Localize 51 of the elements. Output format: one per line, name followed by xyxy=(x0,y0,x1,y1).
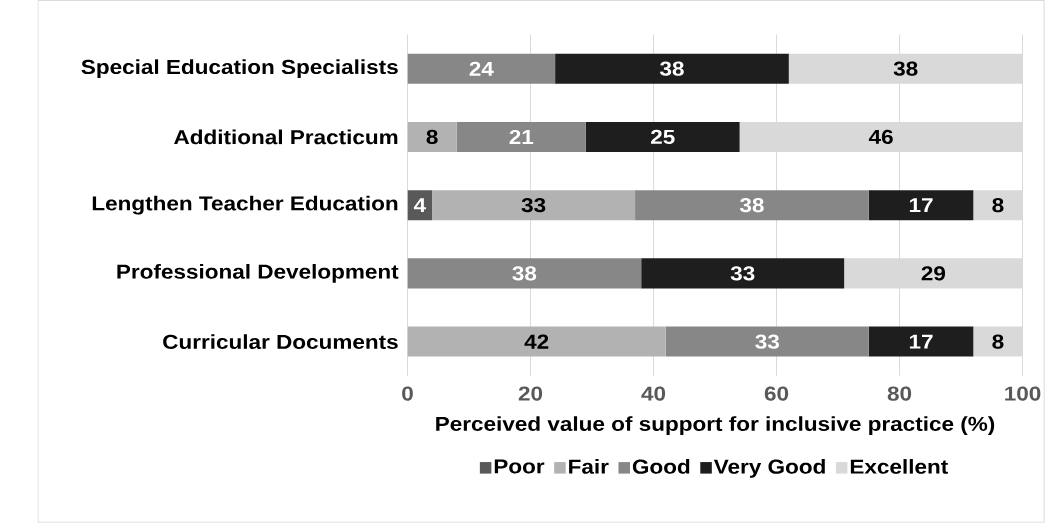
x-tick-label: 40 xyxy=(641,386,666,401)
data-label: 38 xyxy=(659,61,684,76)
y-tick-label: Additional Practicum xyxy=(174,129,398,145)
data-label: 17 xyxy=(909,334,933,349)
bar xyxy=(973,326,1023,357)
bar xyxy=(432,190,636,221)
data-label: 42 xyxy=(524,334,549,349)
data-label: 33 xyxy=(521,198,546,213)
bar xyxy=(407,326,666,357)
bar xyxy=(407,53,556,84)
data-label: 25 xyxy=(651,129,675,145)
bar xyxy=(973,190,1023,221)
x-tick-label: 60 xyxy=(764,386,789,401)
legend-label: Good xyxy=(632,459,690,474)
y-tick-label: Special Education Specialists xyxy=(81,59,398,79)
data-label: 33 xyxy=(755,334,779,349)
data-label: 38 xyxy=(893,61,918,76)
data-label: 24 xyxy=(469,61,494,76)
bar xyxy=(635,190,869,221)
x-tick-label: 100 xyxy=(1005,386,1041,401)
x-tick-label: 0 xyxy=(402,386,413,401)
bar xyxy=(665,326,869,357)
legend-label: Fair xyxy=(569,459,609,474)
data-label: 8 xyxy=(426,129,438,145)
x-axis-title: Perceived value of support for inclusive practice (%) xyxy=(436,416,995,436)
bar xyxy=(868,190,974,221)
bar xyxy=(555,53,789,84)
data-label: 46 xyxy=(868,129,893,145)
y-tick-label: Lengthen Teacher Education xyxy=(92,195,398,215)
data-label: 38 xyxy=(512,266,537,281)
bar xyxy=(456,122,586,153)
bar xyxy=(868,326,974,357)
legend-label: Poor xyxy=(494,459,545,474)
legend-label: Excellent xyxy=(850,459,948,474)
data-label: 38 xyxy=(739,198,764,213)
y-tick-label: Curricular Documents xyxy=(163,334,398,350)
legend-label: Very Good xyxy=(713,459,825,478)
x-tick-label: 80 xyxy=(887,386,912,401)
bar xyxy=(407,122,457,153)
data-label: 21 xyxy=(509,130,534,145)
data-label: 8 xyxy=(992,334,1004,349)
bar xyxy=(585,122,740,153)
data-label: 4 xyxy=(413,198,426,213)
bar xyxy=(407,258,642,289)
data-label: 33 xyxy=(730,266,755,281)
bar xyxy=(641,258,845,289)
data-label: 8 xyxy=(992,198,1004,213)
y-tick-label: Professional Development xyxy=(117,264,399,283)
data-label: 17 xyxy=(909,198,933,213)
x-tick-label: 20 xyxy=(518,386,543,401)
data-label: 29 xyxy=(921,266,946,281)
